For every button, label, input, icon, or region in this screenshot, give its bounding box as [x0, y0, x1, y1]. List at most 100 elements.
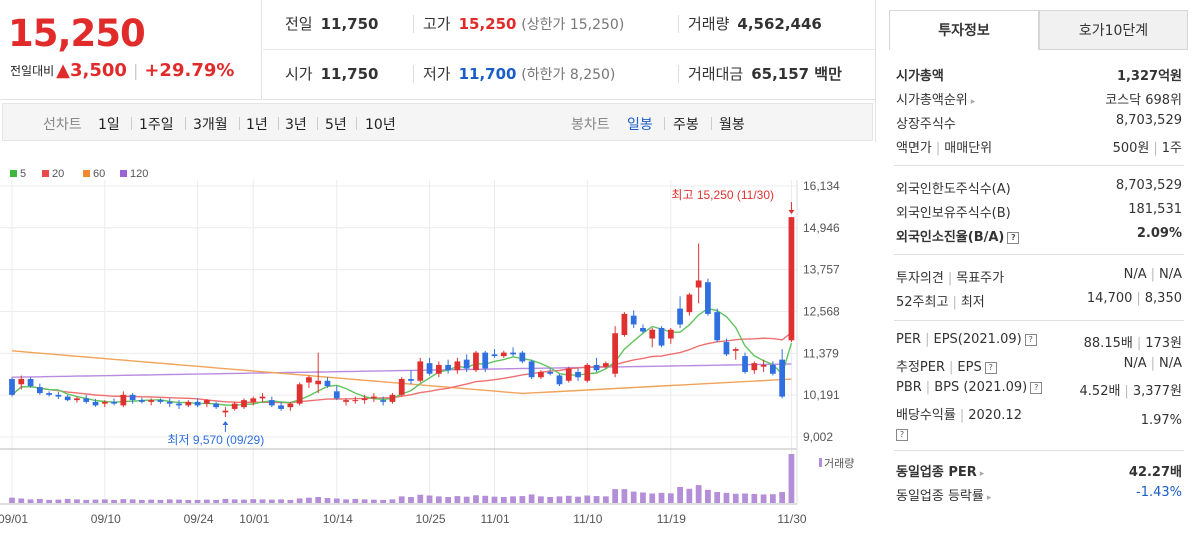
candle-body — [602, 363, 609, 367]
candle-body — [324, 380, 331, 387]
candle-body — [213, 403, 220, 408]
investment-info-panel: 투자정보 호가10단계 시가총액 1,327억원 시가총액순위 ▸ 코스닥 698… — [877, 0, 1195, 545]
period-3m[interactable]: 3개월 — [193, 117, 228, 133]
volume-bar — [278, 499, 284, 503]
unit-label: 매매단위 — [944, 141, 993, 156]
legend-swatch — [10, 170, 17, 177]
par-unit-label: 액면가 | 매매단위 — [896, 137, 992, 156]
divider: | — [947, 271, 953, 286]
candle-body — [268, 400, 275, 406]
legend-label: 120 — [130, 168, 148, 180]
candlestick-chart[interactable]: 5 20 60 120 16,134 14,946 13,757 12,568 11,379 10… — [0, 142, 876, 545]
prev-close: 전일 11,750 — [285, 13, 379, 34]
candle-body — [695, 280, 702, 288]
period-1y[interactable]: 1년 — [246, 117, 268, 133]
est-per-label: 추정PER | EPS? — [896, 356, 997, 375]
high-price: 고가 15,250 (상한가 15,250) — [423, 13, 624, 34]
volume-bar — [296, 498, 303, 503]
volume-bar — [398, 496, 405, 503]
candle-body — [222, 410, 229, 413]
candle-body — [296, 384, 303, 404]
tab-invest-info[interactable]: 투자정보 — [889, 10, 1039, 50]
candle-body — [575, 371, 581, 378]
candle-body — [64, 396, 71, 401]
help-icon[interactable]: ? — [896, 429, 908, 441]
candle-body — [250, 398, 257, 402]
pbr-value: 4.52배 — [1079, 384, 1121, 399]
high-value: 15,250 — [458, 15, 517, 33]
candle-body — [547, 371, 554, 374]
period-5y[interactable]: 5년 — [325, 117, 347, 133]
volume-bar — [482, 495, 489, 503]
period-weekly[interactable]: 주봉 — [673, 117, 699, 133]
divider — [185, 117, 186, 130]
candle-body — [380, 400, 387, 402]
help-icon[interactable]: ? — [1024, 333, 1037, 346]
divider — [664, 117, 665, 130]
section-divider — [894, 254, 1184, 255]
change-label: 전일대비 — [10, 64, 55, 78]
candle-body — [83, 398, 90, 402]
prev-close-value: 11,750 — [320, 15, 379, 33]
help-icon[interactable]: ? — [984, 361, 997, 374]
candle-body — [101, 401, 108, 404]
upper-limit: (상한가 15,250) — [521, 17, 625, 33]
info-row: 액면가 | 매매단위 500원 | 1주 — [894, 134, 1184, 156]
candle-body — [435, 364, 442, 374]
candle-body — [18, 379, 25, 385]
x-tick-label: 09/24 — [184, 512, 214, 526]
opinion-target-label: 투자의견 | 목표주가 — [896, 267, 1004, 286]
period-daily[interactable]: 일봉 — [627, 117, 653, 133]
sector-per-label-group: 동일업종 PER ▸ — [896, 461, 984, 480]
volume-bar — [166, 499, 173, 503]
info-row[interactable]: 동일업종 등락률 ▸ -1.43% — [894, 482, 1184, 504]
volume-bar — [593, 496, 600, 503]
volume-bar — [343, 499, 349, 503]
volume-bar — [18, 498, 25, 503]
volume-bar — [602, 496, 609, 503]
volume-bar — [417, 494, 424, 503]
volume-bar — [120, 499, 127, 503]
candle-body — [306, 377, 312, 383]
candle-body — [241, 400, 247, 408]
target-value: N/A — [1159, 267, 1182, 282]
period-monthly[interactable]: 월봉 — [719, 117, 745, 133]
price-change: 전일대비 ▲ 3,500 | +29.79% — [10, 60, 234, 81]
volume-bar — [538, 496, 544, 503]
divider: | — [132, 61, 139, 80]
divider: | — [952, 295, 957, 310]
bps-value: 3,377원 — [1132, 384, 1182, 399]
y-tick-label: 12,568 — [803, 305, 840, 319]
x-tick-label: 10/25 — [416, 512, 446, 526]
opinion-value: N/A — [1123, 267, 1147, 282]
help-icon[interactable]: ? — [1007, 231, 1020, 244]
change-percent: +29.79% — [144, 60, 235, 81]
period-1d[interactable]: 1일 — [98, 117, 120, 133]
info-row[interactable]: 시가총액순위 ▸ 코스닥 698위 — [894, 86, 1184, 108]
info-row: 배당수익률 | 2020.12? 1.97% — [894, 401, 1184, 441]
candle-body — [417, 361, 424, 381]
candle-body — [120, 394, 127, 406]
candle-body — [705, 282, 711, 314]
period-10y[interactable]: 10년 — [365, 117, 396, 133]
tab-order-book[interactable]: 호가10단계 — [1039, 10, 1188, 50]
volume-bar — [111, 499, 117, 503]
volume-bar — [435, 496, 442, 503]
candle-body — [630, 315, 637, 325]
period-3y[interactable]: 3년 — [285, 117, 307, 133]
help-icon[interactable]: ? — [1030, 381, 1043, 394]
candle-body — [732, 349, 739, 351]
chart-background — [0, 142, 876, 545]
chevron-right-icon: ▸ — [979, 469, 985, 479]
period-1w[interactable]: 1주일 — [139, 117, 174, 133]
foreign-ratio-value: 2.09% — [1136, 226, 1182, 241]
y-tick-label: 16,134 — [803, 179, 840, 193]
volume-bar — [491, 496, 498, 503]
volume-bar — [185, 499, 192, 503]
pbr-label: PBR — [896, 380, 922, 395]
foreign-limit-label: 외국인한도주식수(A) — [896, 182, 1011, 197]
candle-body — [352, 400, 359, 402]
bps-label: BPS (2021.09) — [934, 380, 1028, 395]
info-row[interactable]: 동일업종 PER ▸ 42.27배 — [894, 458, 1184, 480]
volume-bar — [287, 499, 294, 503]
